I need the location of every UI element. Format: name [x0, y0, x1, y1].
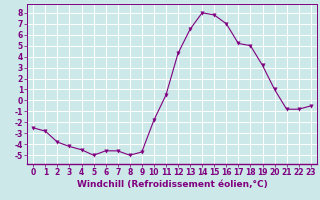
- X-axis label: Windchill (Refroidissement éolien,°C): Windchill (Refroidissement éolien,°C): [76, 180, 268, 189]
